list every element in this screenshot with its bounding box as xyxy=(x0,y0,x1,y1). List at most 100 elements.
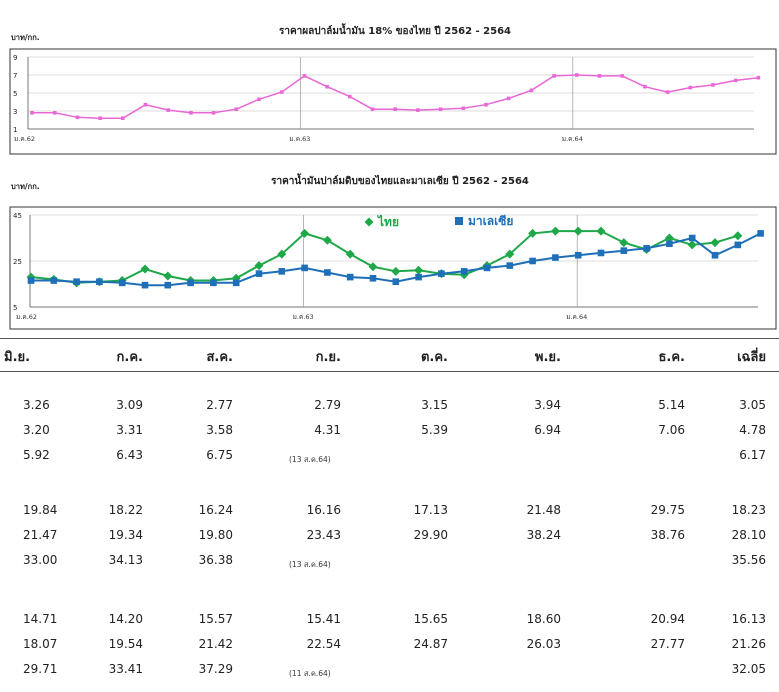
table-cell: 3.20 xyxy=(23,423,50,437)
data-point xyxy=(27,277,35,284)
table-cell: 19.84 xyxy=(23,503,58,517)
data-point xyxy=(141,281,149,289)
series-line xyxy=(32,74,759,119)
data-point xyxy=(393,107,397,111)
data-point xyxy=(665,90,670,94)
x-tick-label: ม.ค.63 xyxy=(289,135,310,143)
x-tick-label: ม.ค.62 xyxy=(14,135,35,143)
data-point xyxy=(506,96,511,101)
table-cell: 21.48 xyxy=(526,503,561,517)
data-point xyxy=(734,241,742,249)
data-point xyxy=(234,107,239,111)
data-point xyxy=(277,249,287,259)
y-tick-label: 3 xyxy=(13,108,17,116)
data-point xyxy=(75,115,80,120)
data-point xyxy=(664,233,674,243)
data-point xyxy=(300,228,310,238)
data-point xyxy=(392,278,400,285)
table-cell: 22.54 xyxy=(306,637,341,651)
table-cell: 3.58 xyxy=(206,423,233,437)
data-point xyxy=(166,108,170,112)
data-point xyxy=(210,279,217,287)
data-point xyxy=(26,272,36,282)
table-cell: 34.13 xyxy=(108,553,143,567)
data-point xyxy=(505,249,515,259)
data-point xyxy=(164,281,172,289)
y-tick-label: 7 xyxy=(13,72,17,80)
data-point xyxy=(348,94,352,99)
data-point xyxy=(369,274,377,282)
table-cell: 15.65 xyxy=(413,612,448,626)
data-point xyxy=(529,88,534,93)
table-cell: 15.41 xyxy=(306,612,341,626)
table-cell: 3.05 xyxy=(739,398,766,412)
table-cell: 23.43 xyxy=(306,528,341,542)
crude-palm-oil-price-chart: ราคาน้ำมันปาล์มดิบของไทยและมาเลเซีย ปี 2… xyxy=(9,173,777,330)
data-point xyxy=(52,111,57,115)
table-cell: 16.13 xyxy=(731,612,766,626)
data-point xyxy=(643,245,650,252)
data-point xyxy=(415,273,422,281)
table-cell: 19.54 xyxy=(108,637,143,651)
data-point xyxy=(189,111,193,115)
y-tick-label: 1 xyxy=(13,126,17,134)
date-note: (11 ส.ค.64) xyxy=(289,669,331,678)
column-header: เฉลี่ย xyxy=(737,350,766,365)
chart-border xyxy=(9,48,777,155)
table-cell: 19.34 xyxy=(108,528,143,542)
data-point xyxy=(711,83,715,87)
data-point xyxy=(257,97,261,102)
data-point xyxy=(438,107,443,111)
palm-fruit-price-chart: ราคาผลปาล์มน้ำมัน 18% ของไทย ปี 2562 - 2… xyxy=(9,23,777,155)
chart-border xyxy=(9,206,777,330)
table-cell: 6.94 xyxy=(534,423,561,437)
column-header: พ.ย. xyxy=(534,350,561,365)
table-cell: 14.20 xyxy=(108,612,143,626)
table-cell: 33.00 xyxy=(23,553,58,567)
table-cell: 16.24 xyxy=(198,503,233,517)
table-cell: 37.29 xyxy=(198,662,233,676)
table-cell: 6.75 xyxy=(206,448,233,462)
data-point xyxy=(619,238,629,248)
table-header: มิ.ย. ก.ค. ส.ค. ก.ย. ต.ค. พ.ย. ธ.ค. เฉลี่ย xyxy=(0,338,779,372)
legend-marker xyxy=(364,217,374,227)
data-point xyxy=(121,116,125,120)
data-point xyxy=(596,226,606,236)
date-note: (13 ส.ค.64) xyxy=(289,455,331,464)
column-header: ก.ค. xyxy=(116,350,143,365)
chart-title: ราคาผลปาล์มน้ำมัน 18% ของไทย ปี 2562 - 2… xyxy=(279,23,511,37)
table-cell: 20.94 xyxy=(650,612,685,626)
column-header: ธ.ค. xyxy=(658,350,685,365)
table-cell: 4.78 xyxy=(739,423,766,437)
data-point xyxy=(506,262,514,269)
data-point xyxy=(98,116,102,120)
data-point xyxy=(163,271,173,281)
series-line xyxy=(31,232,762,287)
table-cell: 21.26 xyxy=(731,637,766,651)
table-cell: 14.71 xyxy=(23,612,58,626)
table-cell: 6.43 xyxy=(116,448,143,462)
y-tick-label: 5 xyxy=(13,304,17,312)
data-point xyxy=(757,230,764,237)
data-point xyxy=(756,75,761,80)
data-point xyxy=(391,266,401,276)
data-point xyxy=(324,269,331,276)
data-point xyxy=(733,231,743,241)
data-point xyxy=(301,264,308,272)
data-point xyxy=(279,90,284,94)
table-cell: 29.71 xyxy=(23,662,58,676)
date-note: (13 ส.ค.64) xyxy=(289,560,331,569)
table-cell: 38.76 xyxy=(650,528,685,542)
table-cell: 18.23 xyxy=(731,503,766,517)
y-tick-label: 45 xyxy=(13,212,22,220)
data-point xyxy=(461,106,466,111)
table-cell: 33.41 xyxy=(108,662,143,676)
series-line xyxy=(30,230,739,284)
table-cell: 3.09 xyxy=(116,398,143,412)
data-point xyxy=(73,278,80,285)
data-point xyxy=(50,277,58,284)
data-point xyxy=(483,264,491,272)
table-cell: 3.15 xyxy=(421,398,448,412)
data-point xyxy=(322,235,332,245)
table-cell: 36.38 xyxy=(198,553,233,567)
